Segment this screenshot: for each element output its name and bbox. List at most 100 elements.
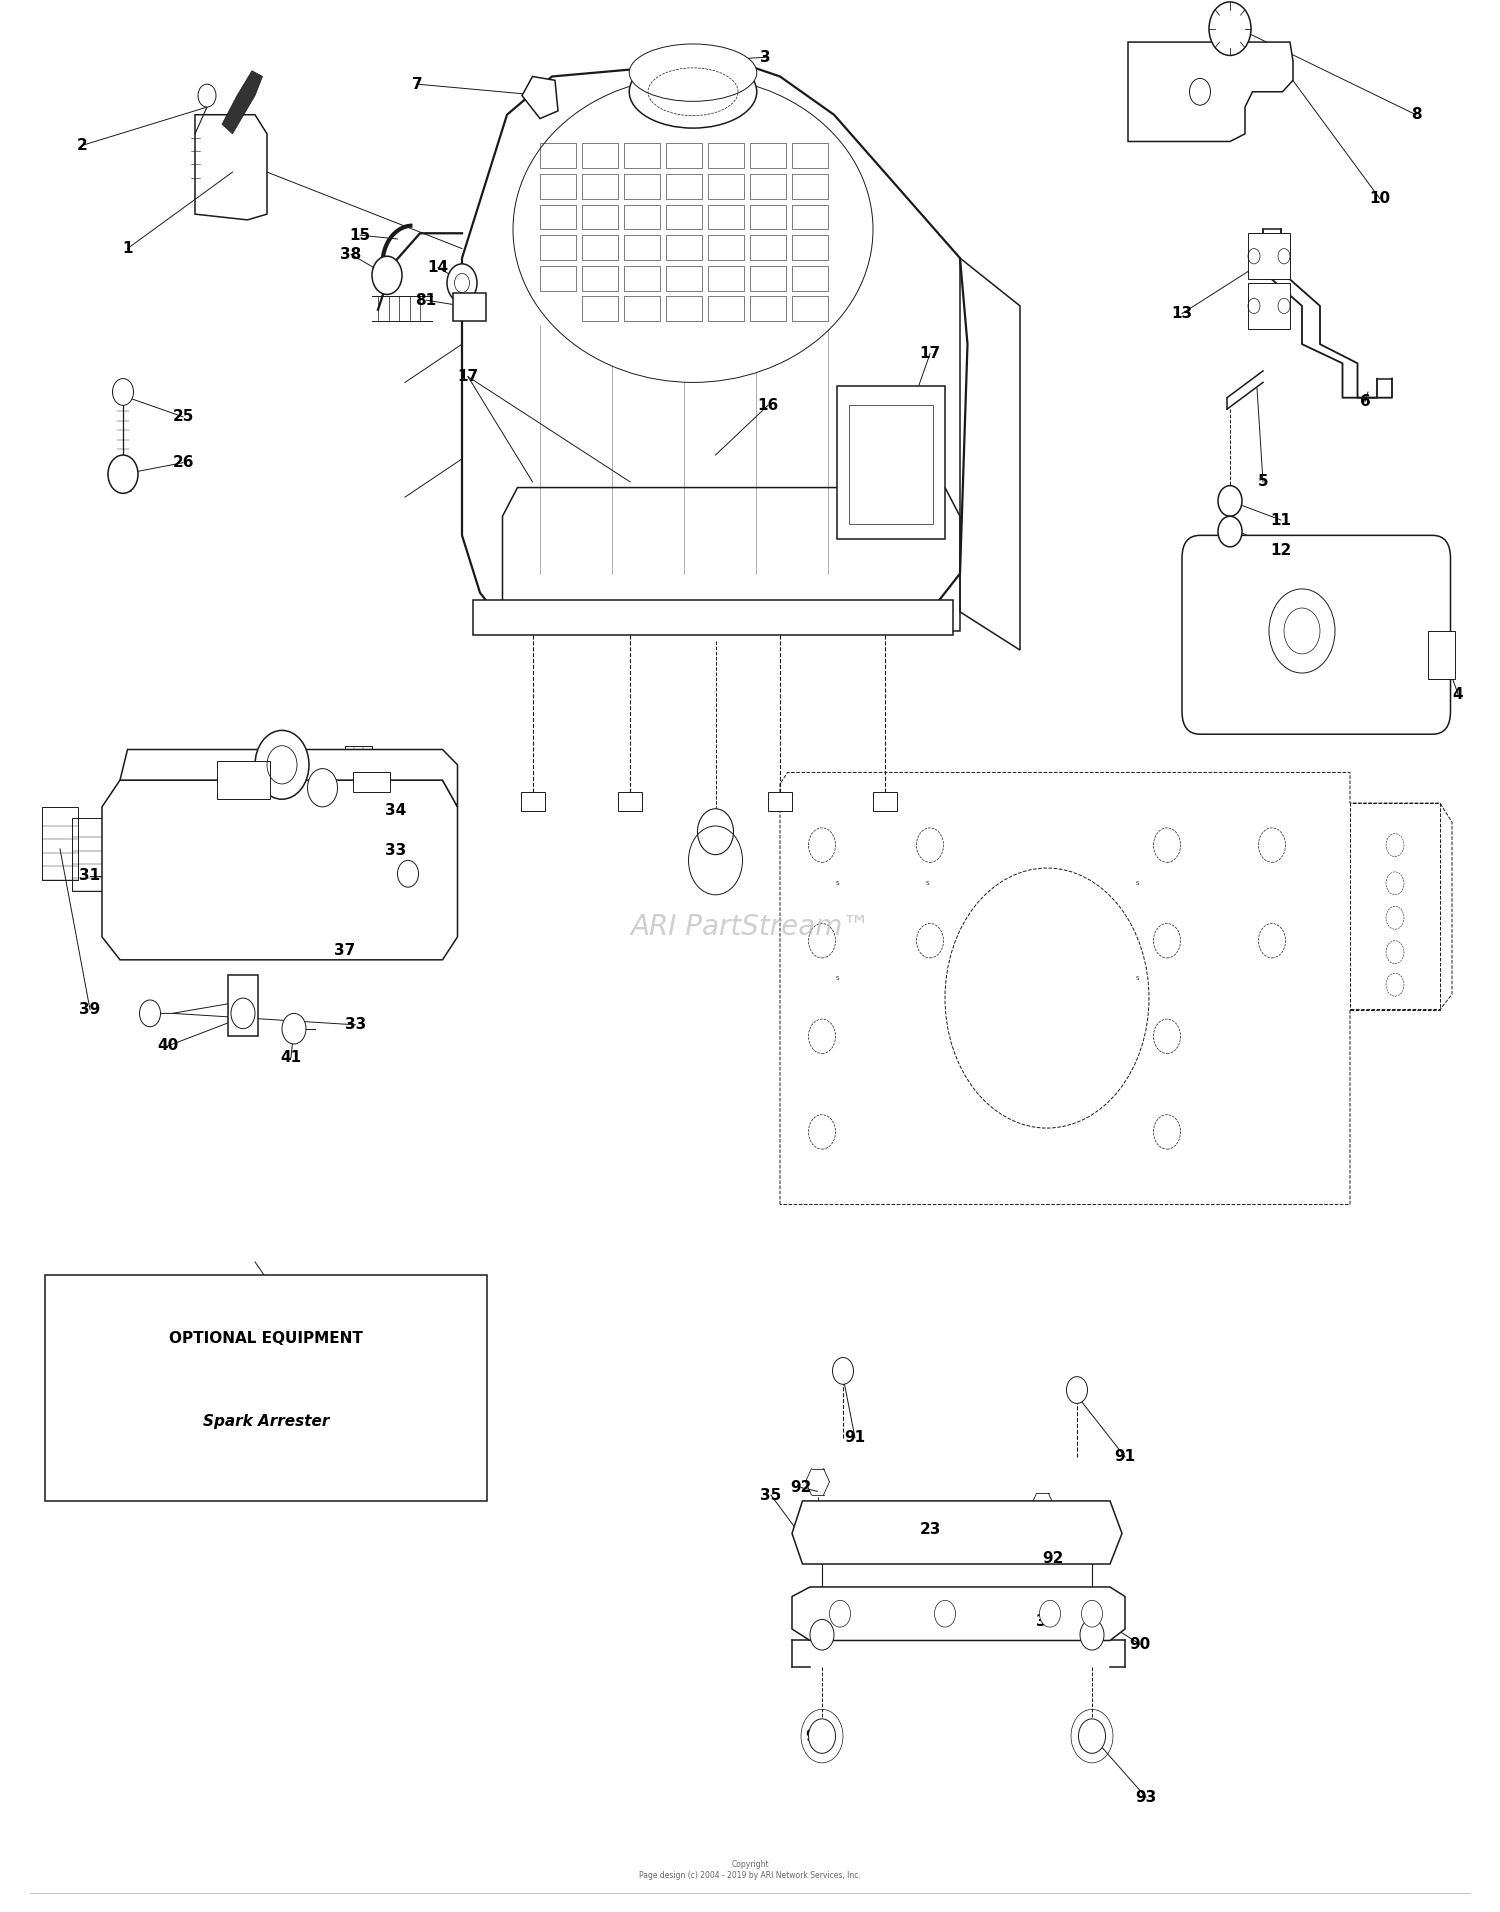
Bar bbox=[582, 266, 618, 291]
Bar bbox=[378, 757, 405, 784]
Bar bbox=[666, 205, 702, 229]
Circle shape bbox=[308, 769, 338, 807]
Bar bbox=[582, 174, 618, 199]
Text: 32: 32 bbox=[274, 765, 296, 780]
Circle shape bbox=[1218, 516, 1242, 547]
Bar bbox=[1248, 283, 1290, 329]
Text: 6: 6 bbox=[1359, 394, 1371, 409]
Bar bbox=[352, 772, 390, 792]
Bar bbox=[45, 1275, 488, 1501]
Polygon shape bbox=[120, 750, 457, 807]
Text: S: S bbox=[1136, 977, 1138, 981]
Bar bbox=[768, 792, 792, 811]
Circle shape bbox=[1269, 589, 1335, 673]
Circle shape bbox=[698, 809, 734, 855]
Bar bbox=[666, 174, 702, 199]
Text: 81: 81 bbox=[416, 293, 436, 308]
Bar bbox=[624, 143, 660, 168]
Circle shape bbox=[398, 860, 418, 887]
Ellipse shape bbox=[630, 44, 756, 101]
Text: 5: 5 bbox=[1257, 474, 1269, 489]
Bar bbox=[792, 235, 828, 260]
Bar bbox=[42, 807, 78, 880]
Circle shape bbox=[231, 998, 255, 1029]
Text: Copyright
Page design (c) 2004 - 2019 by ARI Network Services, Inc.: Copyright Page design (c) 2004 - 2019 by… bbox=[639, 1860, 861, 1879]
Bar bbox=[708, 296, 744, 321]
Circle shape bbox=[140, 1000, 160, 1027]
Text: 37: 37 bbox=[334, 943, 356, 958]
Polygon shape bbox=[102, 780, 458, 960]
Bar bbox=[750, 205, 786, 229]
Text: 40: 40 bbox=[158, 1038, 178, 1054]
Bar bbox=[849, 405, 933, 524]
Text: S: S bbox=[836, 881, 839, 885]
Text: 15: 15 bbox=[350, 228, 370, 243]
Bar bbox=[393, 795, 420, 822]
Circle shape bbox=[1078, 1719, 1106, 1753]
Bar bbox=[666, 296, 702, 321]
Bar bbox=[624, 235, 660, 260]
Bar bbox=[540, 205, 576, 229]
Text: Spark Arrester: Spark Arrester bbox=[202, 1415, 330, 1430]
Bar bbox=[345, 746, 372, 772]
Polygon shape bbox=[195, 115, 267, 220]
Circle shape bbox=[833, 1358, 854, 1384]
Bar bbox=[708, 205, 744, 229]
Bar bbox=[582, 296, 618, 321]
Bar bbox=[72, 818, 108, 891]
Bar bbox=[624, 296, 660, 321]
Text: 91: 91 bbox=[1114, 1449, 1136, 1465]
Circle shape bbox=[282, 1013, 306, 1044]
Text: 90: 90 bbox=[1130, 1637, 1150, 1652]
Bar bbox=[624, 205, 660, 229]
Text: 13: 13 bbox=[1172, 306, 1192, 321]
Circle shape bbox=[255, 730, 309, 799]
Text: 41: 41 bbox=[280, 1050, 302, 1065]
Bar bbox=[792, 205, 828, 229]
Circle shape bbox=[1066, 1377, 1088, 1403]
Bar bbox=[750, 174, 786, 199]
Bar bbox=[582, 143, 618, 168]
Text: 16: 16 bbox=[758, 398, 778, 413]
Polygon shape bbox=[792, 1587, 1125, 1640]
Bar bbox=[1248, 233, 1290, 279]
Text: OPTIONAL EQUIPMENT: OPTIONAL EQUIPMENT bbox=[170, 1331, 363, 1346]
Text: S: S bbox=[926, 881, 928, 885]
Circle shape bbox=[372, 256, 402, 294]
Circle shape bbox=[1080, 1619, 1104, 1650]
Circle shape bbox=[934, 1600, 956, 1627]
Text: 4: 4 bbox=[1452, 686, 1464, 702]
Text: 11: 11 bbox=[1270, 512, 1292, 528]
Text: 10: 10 bbox=[1370, 191, 1390, 206]
Text: 17: 17 bbox=[458, 369, 478, 384]
Circle shape bbox=[108, 455, 138, 493]
Text: 93: 93 bbox=[1136, 1790, 1156, 1805]
Bar bbox=[540, 143, 576, 168]
Bar bbox=[582, 205, 618, 229]
Circle shape bbox=[1190, 78, 1210, 105]
Text: ARI PartStream™: ARI PartStream™ bbox=[630, 914, 870, 941]
Bar bbox=[750, 143, 786, 168]
Circle shape bbox=[1209, 2, 1251, 55]
Text: 31: 31 bbox=[80, 868, 100, 883]
Text: 33: 33 bbox=[386, 843, 406, 858]
Text: 2: 2 bbox=[76, 138, 88, 153]
Bar bbox=[618, 792, 642, 811]
Bar bbox=[666, 235, 702, 260]
Bar bbox=[666, 266, 702, 291]
Bar bbox=[708, 266, 744, 291]
Bar bbox=[472, 600, 952, 635]
Text: 38: 38 bbox=[340, 247, 362, 262]
Text: 1: 1 bbox=[123, 241, 132, 256]
Text: 35: 35 bbox=[1036, 1614, 1058, 1629]
Bar bbox=[228, 975, 258, 1036]
Bar bbox=[453, 293, 486, 321]
Text: S: S bbox=[1136, 881, 1138, 885]
Circle shape bbox=[1082, 1600, 1102, 1627]
Ellipse shape bbox=[630, 55, 756, 128]
Bar bbox=[217, 761, 270, 799]
Polygon shape bbox=[222, 71, 262, 134]
Bar bbox=[792, 174, 828, 199]
Circle shape bbox=[810, 1619, 834, 1650]
Polygon shape bbox=[522, 76, 558, 119]
